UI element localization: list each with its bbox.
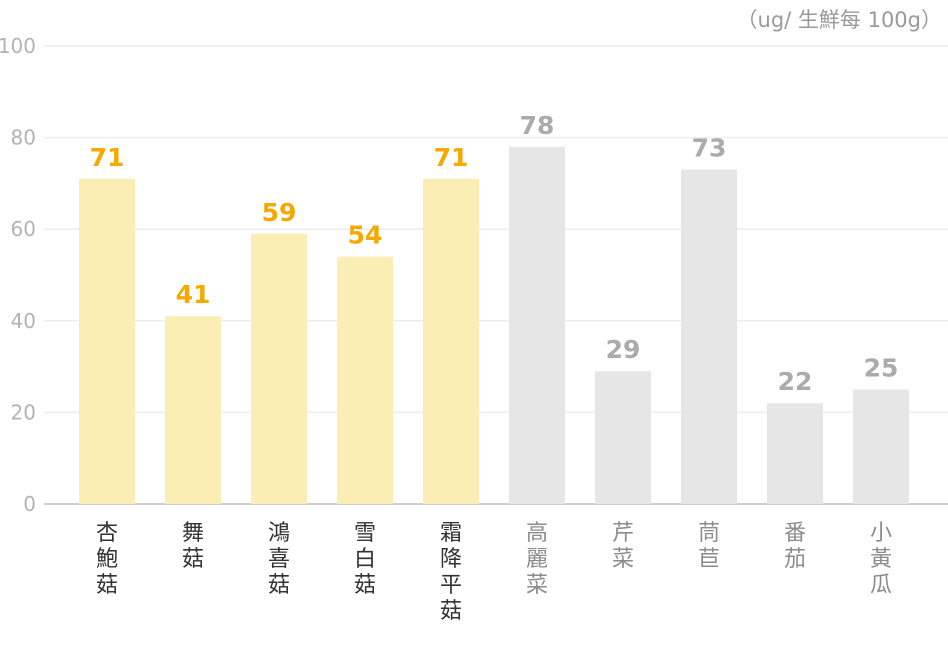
bar — [423, 178, 479, 504]
bar — [595, 371, 651, 504]
category-label: 舞菇 — [182, 521, 204, 572]
category-label: 霜降平菇 — [440, 521, 462, 624]
value-label: 71 — [434, 143, 469, 172]
bar — [337, 256, 393, 504]
category-label: 杏鮑菇 — [96, 521, 118, 598]
bar — [79, 178, 135, 504]
y-tick-label: 40 — [11, 309, 36, 333]
value-label: 73 — [692, 134, 727, 163]
y-tick-label: 80 — [11, 126, 36, 150]
y-tick-label: 100 — [0, 34, 36, 58]
unit-label: （ug/ 生鮮每 100g） — [736, 8, 942, 32]
category-label: 芹菜 — [612, 521, 634, 572]
category-label: 小黃瓜 — [870, 521, 892, 598]
y-tick-label: 0 — [23, 492, 36, 516]
bar — [509, 146, 565, 504]
value-label: 41 — [176, 280, 211, 309]
value-label: 54 — [348, 221, 383, 250]
category-label: 雪白菇 — [354, 521, 376, 598]
value-label: 25 — [864, 354, 899, 383]
value-label: 78 — [520, 111, 555, 140]
category-label: 番茄 — [784, 521, 806, 572]
value-label: 22 — [778, 367, 813, 396]
value-label: 59 — [262, 198, 297, 227]
bar — [767, 403, 823, 504]
category-label: 鴻喜菇 — [268, 521, 290, 598]
bar — [853, 389, 909, 504]
value-label: 71 — [90, 143, 125, 172]
category-label: 茼苣 — [698, 521, 720, 572]
bar — [681, 169, 737, 504]
y-tick-label: 20 — [11, 400, 36, 424]
bar — [165, 316, 221, 504]
category-label: 高麗菜 — [526, 521, 548, 598]
bar — [251, 233, 307, 504]
value-label: 29 — [606, 335, 641, 364]
y-tick-label: 60 — [11, 217, 36, 241]
